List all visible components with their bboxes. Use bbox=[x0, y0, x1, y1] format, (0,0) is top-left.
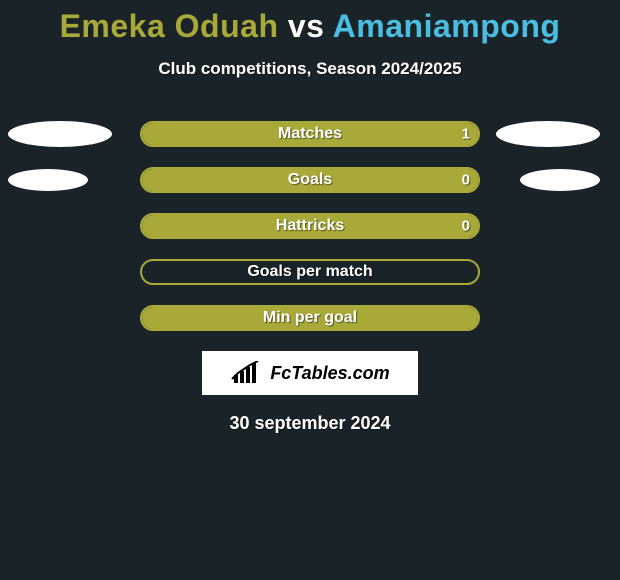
stat-value-right: 1 bbox=[462, 126, 470, 143]
stat-value-right: 0 bbox=[462, 172, 470, 189]
logo-box: FcTables.com bbox=[202, 351, 418, 395]
left-ellipse bbox=[8, 169, 88, 191]
logo-chart-icon bbox=[230, 361, 264, 385]
player-right-name: Amaniampong bbox=[333, 8, 561, 44]
stat-label: Min per goal bbox=[263, 309, 357, 327]
stat-bar: Goals bbox=[140, 167, 480, 193]
stat-bar: Matches bbox=[140, 121, 480, 147]
comparison-title: Emeka Oduah vs Amaniampong bbox=[0, 0, 620, 45]
right-ellipse bbox=[520, 169, 600, 191]
stat-row: Goals per match bbox=[0, 259, 620, 285]
title-vs: vs bbox=[288, 8, 325, 44]
stat-value-right: 0 bbox=[462, 218, 470, 235]
stat-row: Min per goal bbox=[0, 305, 620, 331]
stat-label: Hattricks bbox=[276, 217, 344, 235]
stat-label: Matches bbox=[278, 125, 342, 143]
logo-text: FcTables.com bbox=[270, 363, 389, 384]
left-ellipse bbox=[8, 121, 112, 147]
date-text: 30 september 2024 bbox=[0, 413, 620, 434]
stat-row: Matches 1 bbox=[0, 121, 620, 147]
stat-rows: Matches 1 Goals 0 Hattricks 0 Goals per match M… bbox=[0, 121, 620, 331]
stat-bar: Min per goal bbox=[140, 305, 480, 331]
stat-bar: Hattricks bbox=[140, 213, 480, 239]
player-left-name: Emeka Oduah bbox=[60, 8, 279, 44]
stat-row: Hattricks 0 bbox=[0, 213, 620, 239]
stat-label: Goals bbox=[288, 171, 332, 189]
stat-label: Goals per match bbox=[247, 263, 372, 281]
subtitle: Club competitions, Season 2024/2025 bbox=[0, 59, 620, 79]
stat-row: Goals 0 bbox=[0, 167, 620, 193]
stat-bar: Goals per match bbox=[140, 259, 480, 285]
right-ellipse bbox=[496, 121, 600, 147]
